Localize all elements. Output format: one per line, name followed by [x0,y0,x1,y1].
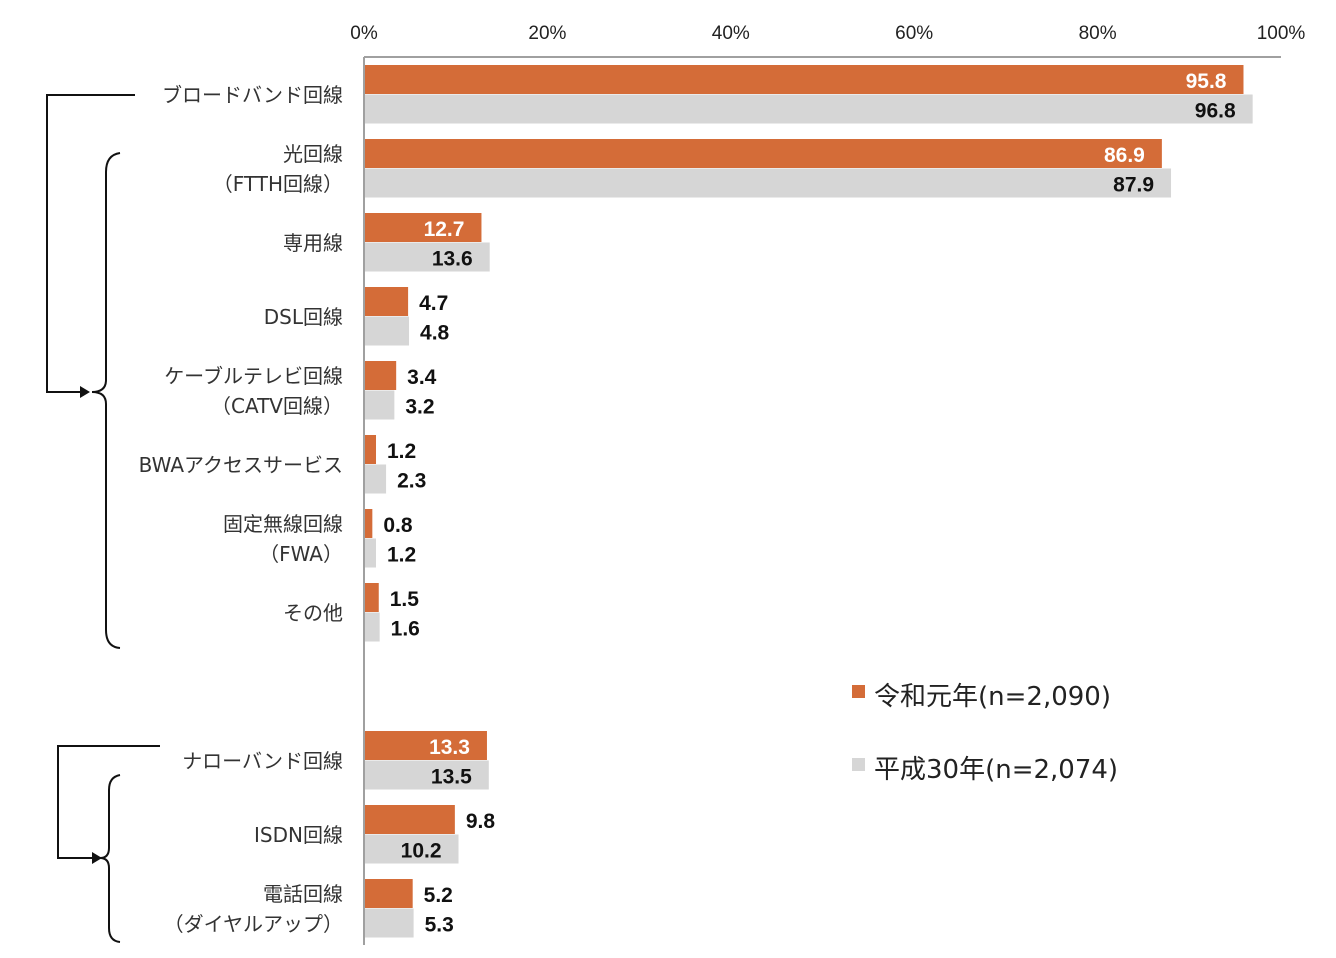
data-label: 9.8 [466,810,496,833]
legend-label: 平成30年(n=2,074) [874,755,1118,785]
data-label: 1.2 [387,544,416,567]
legend-label: 令和元年(n=2,090) [874,682,1111,712]
data-label: 87.9 [1113,174,1154,197]
bar-2018 [365,612,380,642]
data-label: 12.7 [424,218,465,241]
data-label: 5.2 [424,884,453,907]
category-label: 専用線 [283,231,343,255]
category-label: ISDN回線 [254,823,343,847]
bar-2019 [365,213,482,242]
bar-2018 [365,94,1253,124]
category-label: （ダイヤルアップ） [164,912,343,936]
category-label: ナローバンド回線 [182,749,343,773]
data-label: 13.5 [431,766,472,789]
bar-2018 [365,908,414,938]
bar-2019 [365,731,487,760]
category-label: DSL回線 [264,305,343,329]
bar-2018 [365,242,490,272]
x-tick-label: 60% [895,23,933,44]
data-label: 4.7 [419,292,448,315]
x-tick-label: 20% [528,23,566,44]
bar-2018 [365,760,489,790]
category-label: 光回線 [283,142,343,166]
bar-2018 [365,464,387,494]
bar-2018 [365,168,1172,198]
data-label: 13.6 [432,248,473,271]
bar-2019 [365,509,373,538]
data-label: 0.8 [383,514,413,537]
data-label: 95.8 [1186,70,1227,93]
arrow-icon [80,386,90,398]
curly-brace [99,774,121,943]
data-label: 1.2 [387,440,416,463]
arrow-icon [92,852,102,864]
bar-2018 [365,538,377,568]
x-tick-label: 40% [712,23,750,44]
data-label: 5.3 [425,914,454,937]
category-label: BWAアクセスサービス [139,453,343,477]
category-label: ブロードバンド回線 [162,83,343,107]
data-label: 13.3 [429,736,470,759]
category-label: その他 [283,601,343,625]
bracket-connector [57,745,160,859]
category-label: ケーブルテレビ回線 [164,364,343,388]
bar-2019 [365,879,413,908]
data-label: 4.8 [420,322,450,345]
bar-2018 [365,834,459,864]
data-label: 96.8 [1195,100,1236,123]
data-label: 2.3 [397,470,426,493]
category-label: 電話回線 [263,882,343,906]
bar-2018 [365,316,410,346]
x-tick-label: 100% [1257,23,1306,44]
legend-swatch [852,758,865,771]
x-tick-label: 0% [350,23,378,44]
bar-2019 [365,805,455,834]
category-label: （FWA） [259,542,343,566]
bar-2019 [365,287,409,316]
data-label: 1.6 [391,618,420,641]
bar-2019 [365,435,377,464]
bar-2019 [365,361,397,390]
bar-2019 [365,139,1162,168]
data-label: 3.4 [407,366,437,389]
category-label: （CATV回線） [211,394,343,418]
bar-2018 [365,390,395,420]
data-label: 86.9 [1104,144,1145,167]
category-label: （FTTH回線） [213,172,343,196]
curly-brace [91,152,121,649]
bar-2019 [365,583,379,612]
bracket-connector [46,94,135,393]
bar-2019 [365,65,1244,94]
category-label: 固定無線回線 [223,512,343,536]
legend-swatch [852,685,865,698]
data-label: 1.5 [390,588,420,611]
x-tick-label: 80% [1079,23,1117,44]
data-label: 10.2 [401,840,442,863]
data-label: 3.2 [405,396,434,419]
